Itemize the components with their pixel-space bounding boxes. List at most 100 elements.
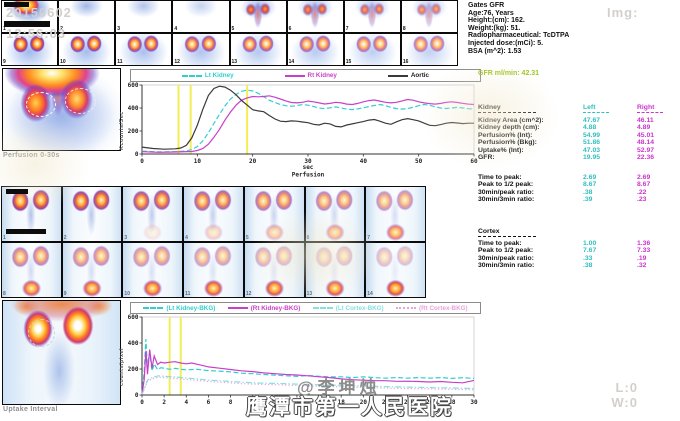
row-label: Kidney Area (cm^2): [478, 117, 544, 124]
frame-thumbnail[interactable]: 6 [286, 0, 344, 33]
frame-number: 11 [117, 59, 123, 65]
frame-number: 13 [231, 59, 238, 65]
x-tick-label: 12 [271, 399, 279, 406]
uptake-frame-grid: 1 2 3 4 5 6 7 8 9 10 11 12 13 14 [1, 186, 426, 298]
frame-thumbnail[interactable]: 8 [400, 0, 458, 33]
frame-thumbnail[interactable]: 12 [243, 242, 305, 298]
gfr-total-value: GFR ml/min: 42.31 [478, 70, 540, 77]
table-row: Time to peak: 1.00 1.36 [478, 240, 678, 247]
x-tick-label: 40 [360, 158, 368, 165]
frame-number: 5 [231, 26, 235, 32]
left-kidney-value: 7.67 [583, 247, 597, 255]
radiopharmaceutical: Radiopharmaceutical: TcDTPA [468, 32, 570, 40]
frame-number: 14 [288, 59, 295, 65]
row-label: 30min/3min ratio: [478, 196, 535, 204]
x-tick-label: 16 [315, 399, 323, 406]
uptake-chart-legend: (Lt Kidney-BKG) (Rt Kidney-BKG) (Lt Cortex… [130, 302, 481, 314]
left-kidney-value: .38 [583, 262, 593, 270]
perfusion-chart-legend: Lt Kidney Rt Kidney Aortic [130, 69, 481, 82]
left-kidney-roi[interactable] [27, 318, 56, 348]
y-tick-label: 0 [135, 392, 139, 399]
kidney-perfusion-appearing [230, 1, 286, 32]
frame-thumbnail[interactable]: 13 [304, 242, 366, 298]
frame-number: 13 [306, 291, 313, 297]
hospital-name-watermark: 鹰潭市第一人民医院 [246, 396, 453, 419]
kidney-uptake-hotspots [244, 187, 304, 241]
frame-thumbnail[interactable]: 7 [343, 0, 401, 33]
frame-thumbnail[interactable]: 6 [304, 186, 366, 242]
frame-thumbnail[interactable]: 4 [183, 186, 244, 242]
kidney-perfusion-appearing [401, 1, 457, 32]
frame-thumbnail[interactable]: 7 [365, 186, 426, 242]
legend-swatch [312, 307, 333, 309]
cardiac-blood-pool-hotspot [3, 69, 120, 150]
bladder-activity [123, 243, 183, 297]
series--lt-cortex-bkg- [141, 375, 475, 395]
patient-weight: Weight:(kg): 51. [468, 24, 521, 32]
legend-item: (Lt Cortex-BKG) [312, 305, 384, 312]
kidney-perfusion-frame [344, 34, 400, 65]
frame-thumbnail[interactable]: 8 [1, 242, 62, 298]
frame-thumbnail[interactable]: 12 [172, 33, 230, 66]
frame-thumbnail[interactable]: 13 [229, 33, 287, 66]
left-kidney-value: .39 [583, 196, 593, 204]
bladder-activity [244, 187, 304, 241]
acquisition-date-overlay: 20150602 [6, 5, 72, 20]
kidney-uptake-hotspots [62, 243, 122, 297]
bladder-activity [184, 243, 243, 297]
frame-thumbnail[interactable]: 4 [172, 0, 230, 33]
spine-activity-column [3, 301, 120, 404]
perfusion-composite-image[interactable] [2, 68, 121, 151]
legend-swatch [227, 307, 248, 309]
bladder-activity [62, 243, 122, 297]
frame-number: 10 [124, 291, 130, 297]
x-tick-label: 30 [470, 399, 478, 406]
right-kidney-roi[interactable] [65, 88, 97, 114]
frame-thumbnail[interactable]: 3 [115, 0, 173, 33]
frame-thumbnail[interactable]: 14 [365, 242, 426, 298]
left-kidney-roi[interactable] [26, 92, 57, 118]
body-activity-wash [305, 187, 365, 241]
frame-thumbnail[interactable]: 11 [115, 33, 173, 66]
frame-thumbnail[interactable]: 3 [122, 186, 184, 242]
table-row: Uptake% (Int): 47.03 52.97 [478, 147, 678, 154]
uptake-y-axis-label: counts/pixel [119, 347, 125, 386]
frame-thumbnail[interactable]: 14 [286, 33, 344, 66]
frame-thumbnail[interactable]: 15 [343, 33, 401, 66]
frame-number: 2 [63, 235, 67, 241]
frame-thumbnail[interactable]: 5 [243, 186, 305, 242]
frame-thumbnail[interactable]: 5 [229, 0, 287, 33]
kidney-table: Kidney Left Right Kidney Area (cm^2): 47.… [478, 104, 678, 161]
x-tick-label: 60 [470, 158, 478, 165]
frame-thumbnail[interactable]: 11 [183, 242, 244, 298]
bladder-activity [366, 243, 425, 297]
table-row: Peak to 1/2 peak: 8.67 8.67 [478, 181, 678, 188]
y-tick-label: 400 [128, 105, 139, 112]
y-tick-label: 200 [128, 366, 139, 373]
frame-thumbnail[interactable]: 10 [58, 33, 116, 66]
cortex-table-rows: Time to peak: 1.00 1.36 Peak to 1/2 peak: 7.… [478, 240, 678, 270]
row-label: Perfusion% (Bkg): [478, 139, 537, 147]
kidney-perfusion-frame [116, 34, 172, 65]
row-label: 30min/peak ratio: [478, 254, 534, 262]
frame-overlay-marker [6, 229, 46, 234]
legend-item: Rt Kidney [284, 72, 337, 79]
frame-thumbnail[interactable]: 10 [122, 242, 184, 298]
legend-label: Aortic [410, 72, 430, 79]
y-tick-label: 200 [128, 128, 139, 135]
injected-dose: Injected dose:(mCi): 5. [468, 39, 544, 47]
level-overlay: L:0 [615, 380, 638, 395]
body-activity-wash [184, 243, 243, 297]
uptake-composite-image[interactable] [2, 300, 121, 405]
window-overlay: W:0 [611, 395, 638, 410]
frame-thumbnail[interactable]: 9 [61, 242, 123, 298]
right-kidney-hotspot [3, 301, 120, 404]
x-tick-label: 8 [229, 399, 233, 406]
frame-thumbnail[interactable]: 16 [400, 33, 458, 66]
frame-number: 4 [185, 235, 188, 241]
frame-thumbnail[interactable]: 2 [61, 186, 123, 242]
x-tick-label: 6 [207, 399, 211, 406]
kidney-perfusion-frame [173, 34, 229, 65]
legend-swatch [143, 307, 164, 309]
